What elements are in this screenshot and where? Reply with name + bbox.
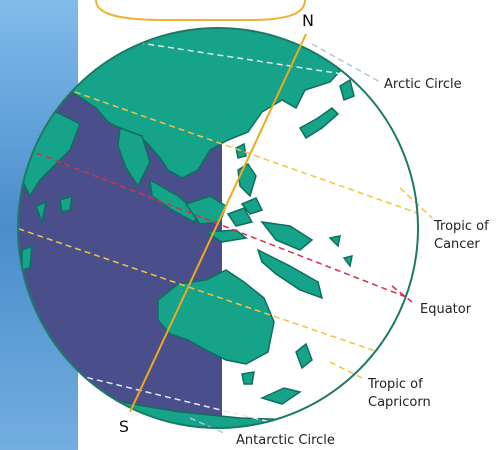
equator-line xyxy=(18,134,418,319)
badge-fragment xyxy=(95,0,306,21)
tropic-of-cancer-label-line2: Cancer xyxy=(434,237,480,252)
globe-outline xyxy=(17,27,419,429)
north-pole-label: N xyxy=(302,11,314,30)
south-pole-label: S xyxy=(119,417,129,436)
tropic-of-cancer-label-line1: Tropic of xyxy=(433,219,489,234)
tropic-of-capricorn-label-line2: Capricorn xyxy=(368,395,431,410)
arctic-circle-label: Arctic Circle xyxy=(384,77,462,92)
tropic-of-capricorn-label-line1: Tropic of xyxy=(367,377,423,392)
equator-label: Equator xyxy=(420,302,472,317)
earth-axis xyxy=(129,33,307,413)
antarctic-circle-label: Antarctic Circle xyxy=(236,433,335,448)
